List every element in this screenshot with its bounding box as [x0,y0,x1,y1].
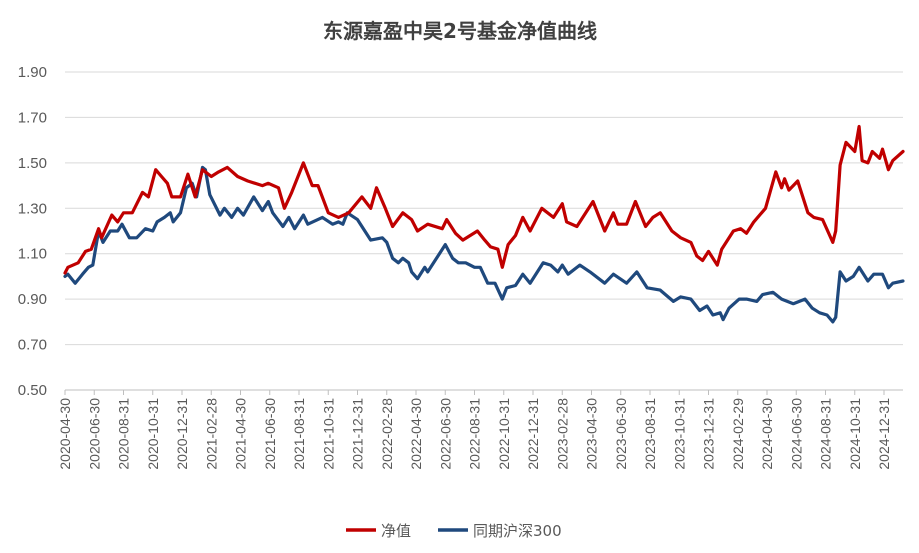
x-tick-label: 2023-06-30 [613,398,629,470]
x-tick-label: 2024-06-30 [788,398,804,470]
y-tick-label: 1.70 [18,109,47,126]
x-tick-label: 2020-12-31 [174,398,190,470]
x-tick-label: 2024-08-31 [818,398,834,470]
gridlines [65,71,903,346]
x-tick-label: 2023-04-30 [584,398,600,470]
x-tick-label: 2020-10-31 [145,398,161,470]
x-tick-label: 2020-04-30 [57,398,73,470]
x-tick-label: 2024-12-31 [876,398,892,470]
x-tick-label: 2021-02-28 [203,398,219,470]
x-tick-label: 2023-10-31 [671,398,687,470]
x-tick-label: 2021-12-31 [350,398,366,470]
x-tick-label: 2021-08-31 [291,398,307,470]
x-tick-label: 2020-08-31 [116,398,132,470]
x-tick-label: 2022-08-31 [467,398,483,470]
y-tick-label: 0.70 [18,337,47,354]
x-tick-label: 2020-06-30 [86,398,102,470]
x-tick-label: 2021-04-30 [233,398,249,470]
x-tick-label: 2024-02-29 [730,398,746,470]
x-tick-label: 2024-04-30 [759,398,775,470]
legend-label-nav: 净值 [381,522,411,540]
x-tick-label: 2021-06-30 [262,398,278,470]
x-tick-label: 2022-10-31 [496,398,512,470]
x-tick-label: 2023-08-31 [642,398,658,470]
y-tick-label: 1.90 [18,64,47,81]
y-tick-label: 0.90 [18,291,47,308]
y-tick-label: 1.30 [18,200,47,217]
y-tick-label: 0.50 [18,382,47,399]
x-tick-label: 2021-10-31 [320,398,336,470]
x-axis-ticks: 2020-04-30 2020-06-30 2020-08-31 2020-10-31… [57,390,892,470]
y-tick-label: 1.10 [18,246,47,263]
x-tick-label: 2023-02-28 [554,398,570,470]
legend-label-csi300: 同期沪深300 [473,522,562,540]
x-tick-label: 2023-12-31 [701,398,717,470]
x-tick-label: 2022-12-31 [525,398,541,470]
x-tick-label: 2024-10-31 [847,398,863,470]
chart-title: 东源嘉盈中昊2号基金净值曲线 [323,19,597,43]
series-lines [63,124,905,324]
series-line-csi300 [63,165,905,324]
x-tick-label: 2022-06-30 [437,398,453,470]
legend: 净值 同期沪深300 [346,522,562,540]
series-line-nav [63,124,905,275]
x-tick-label: 2022-02-28 [379,398,395,470]
y-axis-ticks: 0.50 0.70 0.90 1.10 1.30 1.50 1.70 1.90 [18,64,47,399]
y-tick-label: 1.50 [18,155,47,172]
x-tick-label: 2022-04-30 [408,398,424,470]
